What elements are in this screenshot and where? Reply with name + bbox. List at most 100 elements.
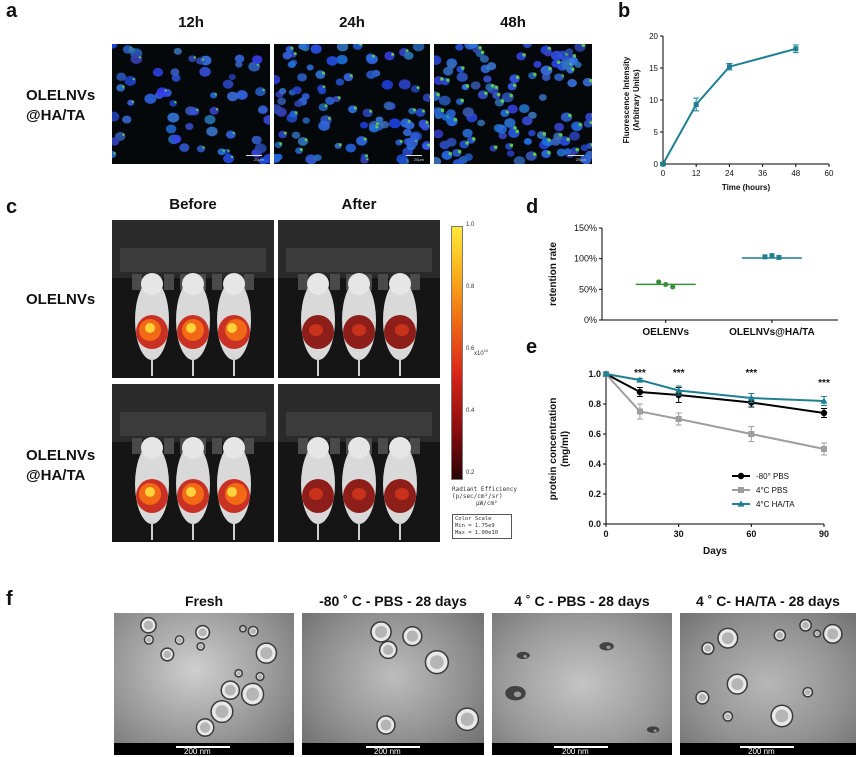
efficiency-line: Radiant Efficiency [452,486,518,493]
color-scale-title: Color Scale [455,516,492,522]
data-point [726,64,732,70]
y-tick-label: 0% [584,315,597,325]
efficiency-line: μW/cm² [476,500,498,507]
vesicle-lumen [380,719,392,731]
nucleus [204,114,216,125]
cell-cluster-art [434,44,592,164]
vesicle-lumen [513,691,522,698]
signal-core [395,488,409,500]
data-point [675,386,683,394]
y-tick-label: 100% [574,254,597,264]
vesicle-art [505,642,660,733]
data-point [656,279,662,285]
green-signal [429,94,430,98]
vesicle-lumen [776,631,784,639]
nucleus [185,123,194,130]
y-axis-label: protein concentration [548,398,559,501]
y-tick-label: 0.0 [588,519,601,529]
data-point [602,370,610,377]
nucleus [360,121,369,129]
nucleus [223,153,235,164]
vesicle-lumen [802,621,809,629]
radiant-efficiency-label: Radiant Efficiency (p/sec/cm²/sr) μW/cm² [452,486,517,507]
ivis-image-hata-after [278,384,440,542]
y-axis-label: (Arbitrary Units) [632,69,641,131]
data-point [675,416,682,422]
nucleus [477,119,486,127]
nose-cone [298,438,308,454]
nucleus [541,73,551,82]
x-tick-label: OELENVs [642,327,689,338]
signal-peak [145,487,155,497]
y-tick-label: 10 [649,96,658,105]
green-signal [290,46,294,50]
nucleus [294,100,303,108]
green-signal [556,60,561,65]
nucleus [179,143,190,152]
green-signal [232,131,235,135]
nucleus [124,75,137,86]
nucleus [335,78,345,86]
nucleus [479,55,489,63]
green-signal [196,108,199,112]
data-point [737,472,745,480]
green-signal [533,72,537,77]
timepoint-label-24h: 24h [339,14,365,31]
nucleus [362,108,373,118]
green-signal [321,71,325,75]
nucleus [528,111,537,119]
y-tick-label: 0.4 [588,459,601,469]
green-signal [421,109,425,113]
nucleus [156,87,169,98]
nucleus [112,137,120,146]
signal-core [309,324,323,336]
vesicle-lumen [725,713,731,720]
data-point [762,254,768,260]
nucleus [116,72,127,81]
data-point [821,446,827,452]
nucleus [504,118,516,128]
x-tick-label: 30 [674,529,684,539]
green-signal [446,78,450,82]
nucleus [298,44,307,50]
nucleus [122,115,132,124]
green-signal [542,131,547,136]
nucleus [199,66,211,77]
data-point [793,46,799,52]
panel-a-row-label: OLELNVs @HA/TA [26,86,95,126]
nucleus [438,95,451,106]
row-label-line1: OLELNVs [26,447,96,464]
nucleus [506,150,515,157]
green-signal [509,143,514,148]
vesicle-art [140,616,278,737]
mouse-head [182,273,204,295]
vesicle-lumen [815,631,820,636]
nucleus [540,65,553,76]
green-signal [425,120,429,124]
scale-bar [554,746,608,748]
green-signal [436,92,440,97]
vesicle-lumen [827,628,839,640]
green-signal [457,149,462,154]
green-signal [522,53,526,57]
nucleus [356,136,368,146]
nucleus [313,154,322,161]
nucleus [585,150,592,159]
tem-image-4c-pbs: 200 nm [492,613,672,755]
green-signal [299,148,303,152]
green-signal [591,114,592,117]
nucleus [116,84,126,92]
signal-peak [186,323,196,333]
nose-cone [330,274,340,290]
green-signal [349,74,353,78]
data-point [636,376,644,383]
nucleus [251,55,263,65]
signal-core [352,488,366,500]
data-point [670,284,676,290]
vesicle-lumen [241,626,245,631]
nucleus [336,44,349,52]
efficiency-line: (p/sec/cm²/sr) [452,493,503,500]
y-tick-label: 150% [574,223,597,233]
green-signal [471,137,476,141]
green-signal [405,49,409,53]
